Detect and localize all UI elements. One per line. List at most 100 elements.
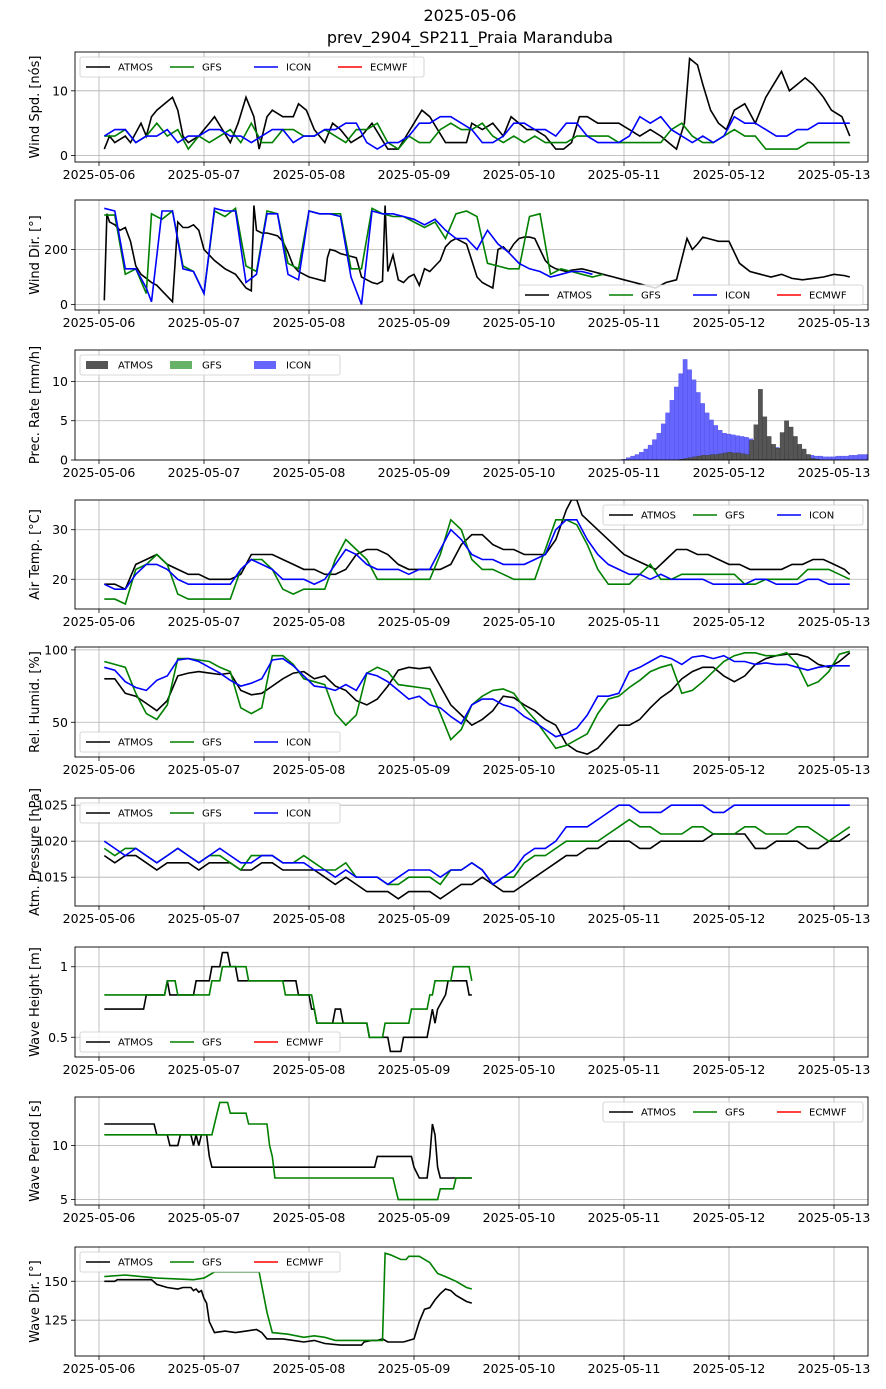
x-tick-label: 2025-05-06	[63, 911, 136, 926]
bar-icon	[652, 439, 657, 460]
bar-icon	[853, 455, 858, 460]
plot-area	[104, 650, 851, 755]
series-line-icon	[103, 804, 850, 886]
plot-area	[104, 1101, 472, 1201]
legend-label-ecmwf: ECMWF	[286, 1038, 324, 1049]
x-tick-label: 2025-05-07	[168, 1210, 241, 1225]
y-tick-label: 0	[60, 148, 68, 163]
y-tick-label: 125	[44, 1313, 68, 1328]
bar-icon	[831, 456, 836, 460]
x-tick-label: 2025-05-06	[63, 1361, 136, 1376]
bar-atmos	[788, 426, 794, 460]
legend-box	[518, 284, 864, 306]
legend: ATMOS GFS ECMWF	[602, 1101, 864, 1123]
axes-frame	[74, 797, 869, 907]
legend: ATMOS GFS ECMWF	[79, 1251, 341, 1273]
series-line-icon	[103, 115, 850, 151]
axes-frame	[74, 349, 869, 461]
x-tick-label: 2025-05-12	[693, 614, 766, 629]
series-line-gfs	[104, 1101, 472, 1201]
x-tick-label: 2025-05-09	[378, 911, 451, 926]
x-tick-label: 2025-05-08	[273, 1062, 346, 1077]
x-tick-label: 2025-05-08	[273, 911, 346, 926]
y-axis-label: Air Temp. [°C]	[28, 509, 43, 600]
legend-box	[79, 1031, 341, 1053]
x-tick-label: 2025-05-12	[693, 315, 766, 330]
x-tick-label: 2025-05-08	[273, 167, 346, 182]
y-axis-label: Wind Dir. [°]	[28, 215, 43, 295]
plot-area	[103, 500, 851, 606]
series-line-icon	[104, 654, 850, 738]
x-tick-label: 2025-05-07	[168, 1062, 241, 1077]
x-tick-label: 2025-05-07	[168, 315, 241, 330]
bar-atmos	[801, 448, 807, 460]
y-tick-label: 50	[52, 715, 68, 730]
x-tick-label: 2025-05-08	[273, 762, 346, 777]
y-axis-label: Atm. Pressure [hPa]	[28, 788, 43, 916]
y-tick-label: 1	[60, 959, 68, 974]
x-tick-label: 2025-05-09	[378, 1062, 451, 1077]
series-line-atmos	[104, 500, 851, 591]
legend-label-gfs: GFS	[202, 361, 222, 372]
x-tick-label: 2025-05-07	[168, 465, 241, 480]
x-tick-label: 2025-05-08	[273, 614, 346, 629]
y-tick-label: 5	[60, 413, 68, 428]
y-axis-label: Rel. Humid. [%]	[28, 651, 43, 753]
legend-box	[79, 354, 341, 376]
x-tick-label: 2025-05-11	[588, 911, 661, 926]
legend-label-gfs: GFS	[641, 291, 661, 302]
bar-icon	[647, 444, 653, 460]
bar-icon	[875, 454, 879, 460]
x-tick-label: 2025-05-10	[483, 1361, 556, 1376]
legend-label-ecmwf: ECMWF	[809, 291, 847, 302]
x-tick-label: 2025-05-12	[693, 1210, 766, 1225]
series-line-atmos	[104, 652, 851, 755]
x-tick-label: 2025-05-10	[483, 911, 556, 926]
y-axis-label: Wave Period [s]	[28, 1100, 43, 1201]
bar-atmos	[806, 454, 811, 460]
x-tick-label: 2025-05-06	[63, 762, 136, 777]
x-tick-label: 2025-05-12	[693, 465, 766, 480]
x-tick-label: 2025-05-10	[483, 465, 556, 480]
x-tick-label: 2025-05-11	[588, 315, 661, 330]
legend-box	[79, 731, 341, 753]
bar-icon	[674, 386, 679, 460]
x-tick-label: 2025-05-12	[693, 1062, 766, 1077]
series-line-gfs	[104, 518, 851, 606]
bar-icon	[871, 454, 875, 460]
chart-panel-7: 2025-05-06 2025-05-07 2025-05-08 2025-05-09…	[28, 946, 870, 1077]
x-tick-label: 2025-05-09	[378, 465, 451, 480]
y-tick-label: 5	[60, 1192, 68, 1207]
bar-atmos	[723, 452, 728, 460]
bar-atmos	[731, 452, 737, 460]
bar-icon	[682, 359, 688, 460]
series-line-atmos	[103, 205, 851, 304]
bar-icon	[704, 412, 710, 460]
x-tick-label: 2025-05-13	[798, 1361, 871, 1376]
x-tick-label: 2025-05-13	[798, 1210, 871, 1225]
legend-label-gfs: GFS	[202, 1258, 222, 1269]
x-tick-label: 2025-05-08	[273, 1210, 346, 1225]
legend-swatch-icon	[254, 361, 276, 369]
legend-box	[79, 802, 341, 824]
chart-panel-4: 2025-05-06 2025-05-07 2025-05-08 2025-05-09…	[28, 499, 870, 629]
x-tick-label: 2025-05-07	[168, 614, 241, 629]
x-tick-label: 2025-05-11	[588, 1210, 661, 1225]
x-tick-label: 2025-05-10	[483, 614, 556, 629]
bar-icon	[840, 455, 845, 460]
legend-label-icon: ICON	[286, 63, 311, 74]
x-tick-label: 2025-05-11	[588, 167, 661, 182]
x-tick-label: 2025-05-10	[483, 167, 556, 182]
bar-icon	[700, 403, 705, 460]
figure-subtitle: prev_2904_SP211_Praia Maranduba	[326, 28, 614, 47]
bar-atmos	[771, 444, 776, 460]
x-tick-label: 2025-05-12	[693, 911, 766, 926]
bar-icon	[709, 419, 714, 460]
bar-icon	[687, 369, 692, 460]
bar-atmos	[784, 420, 789, 460]
bar-atmos	[775, 448, 781, 460]
legend-label-gfs: GFS	[725, 511, 745, 522]
x-tick-label: 2025-05-10	[483, 1210, 556, 1225]
y-tick-label: 100	[44, 642, 68, 657]
